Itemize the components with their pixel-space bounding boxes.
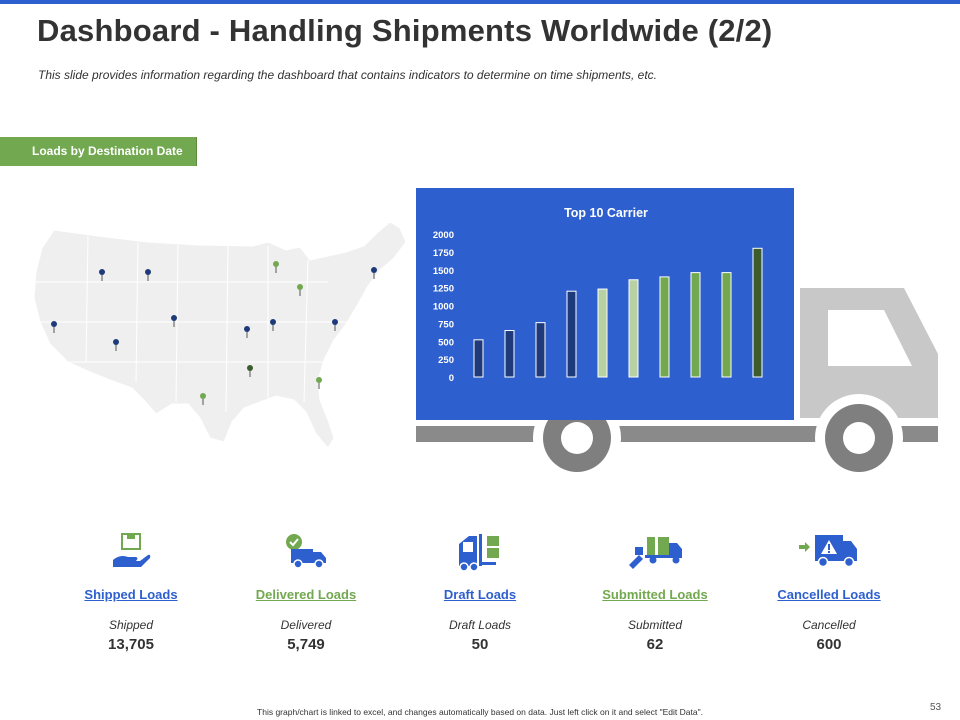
bar-5 — [597, 288, 608, 378]
kpi-value: 5,749 — [287, 636, 325, 653]
bar-6 — [628, 279, 639, 378]
map-pin — [273, 261, 279, 273]
y-tick-label: 1250 — [433, 284, 454, 295]
warning-truck-icon — [744, 525, 914, 577]
rear-wheel-hub — [561, 422, 593, 454]
bar-4 — [566, 290, 577, 378]
y-tick-label: 1500 — [433, 266, 454, 277]
kpi-label: Shipped — [108, 618, 154, 632]
us-map — [33, 221, 407, 449]
map-pin — [145, 269, 151, 281]
footnote: This graph/chart is linked to excel, and… — [257, 707, 703, 717]
map-pin — [332, 319, 338, 331]
map-pin — [171, 315, 177, 327]
map-pin — [247, 365, 253, 377]
map-pin — [99, 269, 105, 281]
page-number: 53 — [930, 702, 942, 713]
chart-title: Top 10 Carrier — [564, 206, 648, 220]
y-tick-label: 500 — [438, 337, 454, 348]
loading-truck-icon — [570, 525, 740, 577]
bar-7 — [659, 276, 670, 378]
y-tick-label: 2000 — [433, 230, 454, 241]
map-pin — [297, 284, 303, 296]
y-tick-label: 750 — [438, 319, 454, 330]
kpi-card-delivered-loads: Delivered Loads Delivered 5,749 — [221, 525, 391, 653]
y-tick-label: 250 — [438, 355, 454, 366]
map-pin — [270, 319, 276, 331]
y-tick-label: 1750 — [433, 248, 454, 259]
page-subtitle: This slide provides information regardin… — [38, 68, 657, 82]
kpi-label: Delivered — [280, 618, 332, 632]
map-pin — [51, 321, 57, 333]
top-accent-bar — [0, 0, 960, 4]
map-pin — [113, 339, 119, 351]
bar-10 — [752, 247, 763, 378]
state-borders — [36, 235, 358, 413]
bar-9 — [721, 272, 732, 378]
map-pin — [244, 326, 250, 338]
kpi-card-submitted-loads: Submitted Loads Submitted 62 — [570, 525, 740, 653]
map-pin — [316, 377, 322, 389]
hand-box-icon — [46, 525, 216, 577]
bar-8 — [690, 272, 701, 378]
bar-2 — [504, 330, 515, 378]
map-pin — [200, 393, 206, 405]
forklift-icon — [395, 525, 565, 577]
bar-1 — [473, 339, 484, 378]
map-pin — [371, 267, 377, 279]
kpi-card-shipped-loads: Shipped Loads Shipped 13,705 — [46, 525, 216, 653]
kpi-value: 13,705 — [108, 636, 154, 653]
kpi-label: Draft Loads — [448, 618, 512, 632]
kpi-value: 62 — [646, 636, 664, 653]
kpi-link[interactable]: Submitted Loads — [602, 587, 708, 602]
bar-3 — [535, 322, 546, 378]
truck-window — [828, 310, 912, 366]
kpi-card-draft-loads: Draft Loads Draft Loads 50 — [395, 525, 565, 653]
kpi-value: 600 — [816, 636, 842, 653]
kpi-card-cancelled-loads: Cancelled Loads Cancelled 600 — [744, 525, 914, 653]
y-tick-label: 0 — [449, 373, 454, 384]
section-tag: Loads by Destination Date — [0, 137, 197, 166]
page-title: Dashboard - Handling Shipments Worldwide… — [37, 13, 773, 48]
kpi-value: 50 — [471, 636, 489, 653]
kpi-label: Cancelled — [802, 618, 856, 632]
kpi-label: Submitted — [627, 618, 683, 632]
y-tick-label: 1000 — [433, 302, 454, 313]
truck-chart: Top 10 Carrier 0 250 500 750 1000 1250 1500 175… — [416, 188, 938, 482]
kpi-link[interactable]: Cancelled Loads — [777, 587, 881, 602]
kpi-link[interactable]: Shipped Loads — [84, 587, 178, 602]
front-wheel-hub — [843, 422, 875, 454]
kpi-link[interactable]: Draft Loads — [443, 587, 517, 602]
kpi-link[interactable]: Delivered Loads — [255, 587, 357, 602]
delivery-truck-check-icon — [221, 525, 391, 577]
us-map-shape — [33, 221, 407, 449]
